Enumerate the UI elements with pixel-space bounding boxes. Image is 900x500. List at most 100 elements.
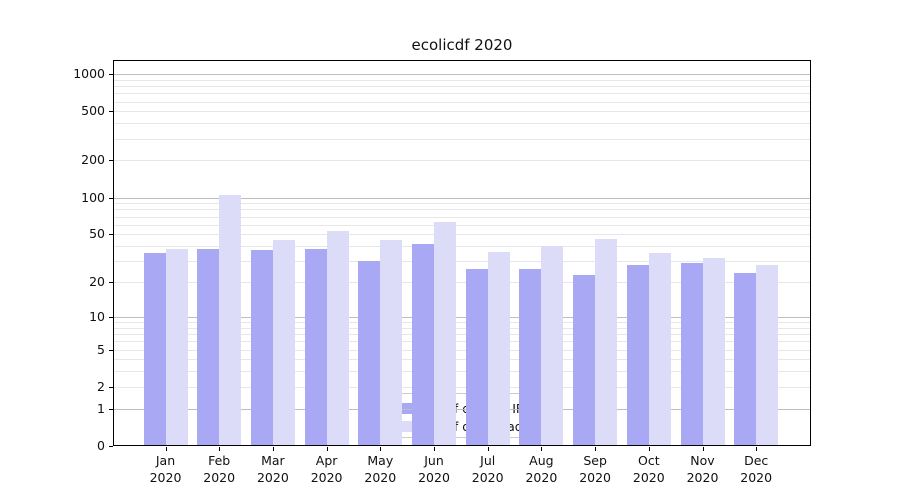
bar-nb-of-distinct-ips-dec xyxy=(734,272,757,446)
x-tick-mark xyxy=(326,447,328,451)
gridline-major xyxy=(113,408,811,410)
chart-title: ecolicdf 2020 xyxy=(411,36,513,54)
gridline-minor xyxy=(113,160,811,162)
y-tick-mark xyxy=(109,111,113,113)
gridline-minor xyxy=(113,246,811,247)
x-tick-label: Aug 2020 xyxy=(525,453,558,485)
y-tick-mark xyxy=(109,316,113,318)
y-tick-mark xyxy=(109,446,113,447)
y-tick-mark xyxy=(109,349,113,351)
x-tick-mark xyxy=(219,447,221,451)
gridline-minor xyxy=(113,79,811,81)
y-tick-mark xyxy=(109,282,113,284)
y-tick-label: 2 xyxy=(97,378,105,394)
x-tick-mark xyxy=(380,447,382,451)
y-tick-mark xyxy=(109,197,113,199)
bar-nb-of-distinct-ips-sep xyxy=(573,274,596,446)
gridline-major xyxy=(113,316,811,318)
x-tick-label: Nov 2020 xyxy=(686,453,719,485)
gridline-minor xyxy=(113,203,811,205)
gridline-minor xyxy=(113,334,811,335)
bar-nb-of-downloads-may xyxy=(380,239,403,446)
gridline-major xyxy=(113,74,811,75)
bar-nb-of-distinct-ips-nov xyxy=(680,262,703,446)
x-tick-label: Sep 2020 xyxy=(579,453,611,485)
gridline-minor xyxy=(113,359,811,361)
y-tick-label: 1 xyxy=(97,400,105,416)
y-tick-label: 5 xyxy=(97,341,105,357)
x-tick-mark xyxy=(702,447,704,451)
bar-nb-of-distinct-ips-jul xyxy=(465,268,488,446)
bar-nb-of-distinct-ips-oct xyxy=(626,264,649,446)
x-tick-label: Feb 2020 xyxy=(203,453,236,485)
bar-nb-of-downloads-feb xyxy=(219,194,242,446)
gridline-minor xyxy=(113,349,811,351)
y-tick-label: 10 xyxy=(89,308,105,324)
x-tick-mark xyxy=(434,447,435,451)
x-tick-label: Jun 2020 xyxy=(418,453,450,485)
bar-nb-of-downloads-jul xyxy=(487,251,510,446)
bar-nb-of-distinct-ips-may xyxy=(358,261,381,446)
x-tick-mark xyxy=(272,447,274,451)
y-tick-label: 200 xyxy=(81,152,105,168)
x-tick-label: Jul 2020 xyxy=(471,453,504,485)
x-tick-label: May 2020 xyxy=(364,453,397,485)
bar-nb-of-downloads-dec xyxy=(756,264,779,446)
x-tick-label: Dec 2020 xyxy=(740,453,773,485)
y-tick-label: 1000 xyxy=(73,66,105,81)
x-tick-mark xyxy=(541,447,543,451)
bar-nb-of-distinct-ips-apr xyxy=(304,248,327,446)
y-tick-mark xyxy=(109,160,113,162)
y-tick-label: 100 xyxy=(81,189,105,205)
x-tick-label: Apr 2020 xyxy=(310,453,343,485)
y-tick-label: 20 xyxy=(89,274,105,290)
y-tick-mark xyxy=(109,386,113,388)
y-tick-label: 50 xyxy=(89,226,105,242)
bar-nb-of-distinct-ips-mar xyxy=(250,250,273,446)
bar-nb-of-downloads-mar xyxy=(272,239,295,446)
y-tick-label: 0 xyxy=(97,438,105,453)
gridline-minor xyxy=(113,123,811,125)
gridline-minor xyxy=(113,216,811,218)
bar-nb-of-downloads-sep xyxy=(595,238,618,446)
x-tick-mark xyxy=(595,447,597,451)
bar-nb-of-distinct-ips-jun xyxy=(412,243,434,446)
gridline-minor xyxy=(113,341,811,343)
legend-item-downloads: Nb of downloads xyxy=(387,417,536,435)
gridline-minor xyxy=(113,93,811,95)
gridline-minor xyxy=(113,234,811,236)
x-tick-label: Oct 2020 xyxy=(632,453,665,485)
y-tick-mark xyxy=(109,234,113,236)
gridline-minor xyxy=(113,224,811,226)
x-tick-mark xyxy=(165,447,167,451)
gridline-minor xyxy=(113,138,811,140)
gridline-minor xyxy=(113,261,811,263)
gridline-minor xyxy=(113,101,811,103)
gridline-minor xyxy=(113,86,811,87)
bar-nb-of-distinct-ips-feb xyxy=(197,248,220,446)
gridline-minor xyxy=(113,282,811,284)
x-tick-mark xyxy=(487,447,489,451)
gridline-minor xyxy=(113,371,811,373)
bar-nb-of-downloads-nov xyxy=(702,257,725,446)
x-tick-mark xyxy=(756,447,758,451)
bar-nb-of-distinct-ips-aug xyxy=(519,268,542,446)
gridline-minor xyxy=(113,111,811,113)
gridline-minor xyxy=(113,386,811,388)
gridline-minor xyxy=(113,209,811,211)
bar-nb-of-downloads-aug xyxy=(541,246,564,446)
y-tick-mark xyxy=(109,408,113,410)
gridline-major xyxy=(113,197,811,199)
y-tick-mark xyxy=(109,74,113,75)
bar-nb-of-distinct-ips-jan xyxy=(143,253,166,446)
x-tick-mark xyxy=(648,447,650,451)
x-tick-label: Jan 2020 xyxy=(149,453,182,485)
bar-nb-of-downloads-oct xyxy=(648,253,671,446)
x-tick-label: Mar 2020 xyxy=(256,453,289,485)
bar-nb-of-downloads-jan xyxy=(165,248,188,446)
gridline-minor xyxy=(113,327,811,329)
gridline-minor xyxy=(113,322,811,323)
bar-nb-of-downloads-apr xyxy=(326,231,349,446)
y-tick-label: 500 xyxy=(81,103,105,119)
